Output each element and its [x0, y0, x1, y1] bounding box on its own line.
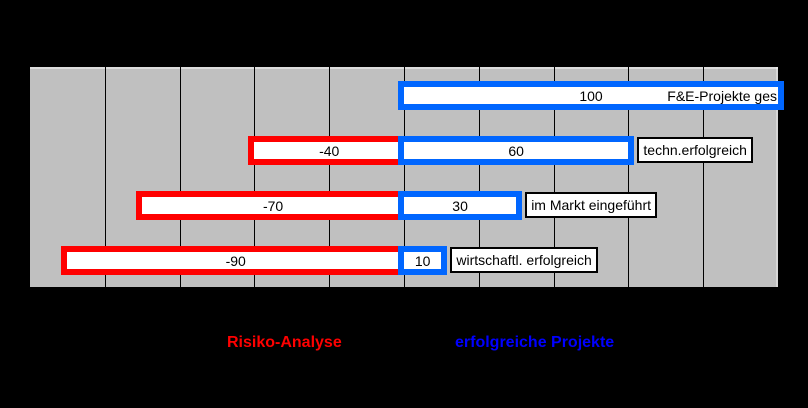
- gridline: [628, 67, 630, 287]
- category-label-box: im Markt eingeführt: [525, 192, 658, 218]
- success-bar: 100 F&E-Projekte ges: [398, 81, 784, 110]
- risk-bar-value: -90: [225, 252, 246, 269]
- gridline: [553, 67, 555, 287]
- gridline: [179, 67, 181, 287]
- gridline: [478, 67, 480, 287]
- category-label-inside: F&E-Projekte ges: [667, 87, 777, 104]
- gridline: [329, 67, 331, 287]
- gridline: [104, 67, 106, 287]
- legend: Risiko-Analyse erfolgreiche Projekte: [0, 334, 808, 356]
- plot-area: 100 F&E-Projekte ges -40 60 techn.erfolgreic…: [29, 66, 784, 288]
- risk-bar: -70: [136, 191, 410, 220]
- gridline: [404, 67, 405, 287]
- gridline: [254, 67, 256, 287]
- legend-risk-label: Risiko-Analyse: [227, 334, 342, 351]
- success-bar-value: 10: [414, 252, 431, 269]
- success-bar: 60: [398, 136, 635, 165]
- legend-success-label: erfolgreiche Projekte: [455, 334, 615, 351]
- category-label-box: techn.erfolgreich: [637, 137, 753, 163]
- risk-bar: -90: [61, 246, 410, 275]
- risk-bar-value: -70: [262, 197, 284, 214]
- risk-bar: -40: [248, 136, 410, 165]
- success-bar-value: 100: [579, 87, 603, 104]
- success-bar: 30: [398, 191, 523, 220]
- success-bar-value: 30: [452, 197, 468, 214]
- success-bar: 10: [398, 246, 448, 275]
- success-bar-value: 60: [508, 142, 524, 159]
- gridline: [703, 67, 705, 287]
- risk-bar-value: -40: [319, 142, 340, 159]
- category-label-box: wirtschaftl. erfolgreich: [450, 247, 598, 273]
